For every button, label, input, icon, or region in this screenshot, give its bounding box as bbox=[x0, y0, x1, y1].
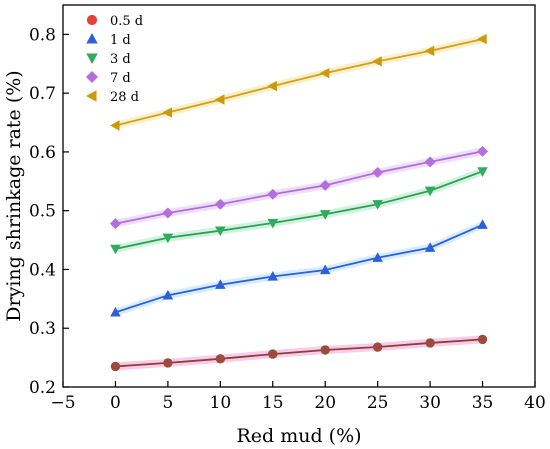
legend-marker-1 bbox=[86, 33, 98, 44]
x-axis-title: Red mud (%) bbox=[236, 425, 361, 447]
y-axis-ticks: 0.2 0.3 0.4 0.5 0.6 0.7 0.8 bbox=[29, 25, 69, 398]
y-tick-label-5: 0.7 bbox=[29, 84, 56, 104]
y-tick-label-6: 0.8 bbox=[29, 25, 56, 45]
legend-label-4: 28 d bbox=[110, 90, 139, 105]
point-series-2-2 bbox=[215, 226, 226, 237]
point-series-2-1 bbox=[162, 233, 174, 244]
y-tick-label-2: 0.4 bbox=[29, 260, 56, 280]
x-tick-label-3: 10 bbox=[210, 393, 232, 413]
legend-label-0: 0.5 d bbox=[110, 14, 143, 29]
point-series-2-4 bbox=[319, 210, 331, 220]
x-tick-label-8: 35 bbox=[472, 393, 494, 413]
point-series-0-1 bbox=[163, 358, 173, 368]
point-series-2-0 bbox=[110, 244, 121, 255]
point-series-2-3 bbox=[267, 218, 279, 229]
point-series-0-0 bbox=[110, 361, 121, 372]
point-series-1-5 bbox=[372, 252, 383, 262]
legend-label-3: 7 d bbox=[110, 71, 131, 86]
legend-marker-3 bbox=[86, 71, 98, 83]
confidence-bands bbox=[115, 35, 483, 371]
y-tick-label-1: 0.3 bbox=[29, 319, 56, 339]
point-series-1-4 bbox=[319, 264, 331, 275]
point-series-4-0 bbox=[109, 120, 120, 131]
point-series-4-6 bbox=[424, 45, 435, 57]
point-series-4-3 bbox=[267, 80, 277, 92]
point-series-3-4 bbox=[319, 179, 331, 191]
x-tick-label-5: 20 bbox=[314, 393, 336, 413]
legend-label-2: 3 d bbox=[110, 52, 131, 67]
point-series-3-3 bbox=[267, 188, 279, 200]
point-series-1-2 bbox=[215, 279, 226, 289]
plot-frame bbox=[62, 4, 536, 388]
band-series-2 bbox=[115, 167, 483, 253]
point-series-3-5 bbox=[372, 166, 384, 178]
x-tick-label-1: 0 bbox=[110, 393, 121, 413]
point-series-3-7 bbox=[477, 145, 489, 157]
x-tick-label-0: −5 bbox=[50, 393, 75, 413]
point-series-1-0 bbox=[110, 306, 121, 317]
point-series-1-6 bbox=[424, 242, 436, 252]
y-tick-label-0: 0.2 bbox=[29, 378, 56, 398]
band-series-3 bbox=[115, 147, 483, 228]
legend: 0.5 d 1 d 3 d 7 d 28 d bbox=[86, 14, 143, 105]
x-axis-ticks: −5 0 5 10 15 20 25 30 35 40 bbox=[50, 381, 546, 413]
point-series-4-4 bbox=[319, 67, 330, 79]
y-tick-label-3: 0.5 bbox=[29, 202, 56, 222]
line-series-2 bbox=[115, 170, 483, 250]
point-series-0-5 bbox=[372, 342, 383, 352]
line-series-0 bbox=[115, 338, 483, 368]
legend-marker-4 bbox=[86, 90, 97, 102]
point-series-2-5 bbox=[372, 200, 383, 210]
line-series-4 bbox=[115, 38, 483, 127]
point-series-1-1 bbox=[162, 289, 174, 300]
point-series-3-0 bbox=[109, 218, 121, 230]
point-series-3-1 bbox=[162, 207, 174, 219]
y-axis-title: Drying shrinkage rate (%) bbox=[3, 70, 25, 321]
point-series-4-7 bbox=[477, 33, 487, 45]
point-series-1-3 bbox=[267, 271, 279, 281]
x-tick-label-9: 40 bbox=[524, 393, 546, 413]
point-series-4-5 bbox=[372, 56, 382, 67]
legend-marker-0 bbox=[86, 14, 98, 26]
series-lines bbox=[115, 38, 483, 368]
point-series-3-6 bbox=[424, 156, 436, 168]
legend-marker-2 bbox=[86, 53, 98, 64]
point-series-0-3 bbox=[268, 349, 278, 359]
point-series-2-6 bbox=[424, 186, 436, 197]
x-tick-label-6: 25 bbox=[367, 393, 389, 413]
x-tick-label-4: 15 bbox=[262, 393, 284, 413]
point-series-1-7 bbox=[477, 219, 488, 229]
point-series-4-1 bbox=[162, 107, 173, 118]
x-tick-label-2: 5 bbox=[162, 393, 173, 413]
point-series-0-6 bbox=[425, 338, 435, 348]
data-points bbox=[109, 33, 489, 372]
point-series-3-2 bbox=[214, 198, 226, 210]
point-series-2-7 bbox=[477, 167, 488, 177]
y-tick-label-4: 0.6 bbox=[29, 143, 56, 163]
point-series-0-4 bbox=[320, 345, 330, 355]
point-series-4-2 bbox=[214, 94, 225, 105]
legend-label-1: 1 d bbox=[110, 33, 131, 48]
line-series-3 bbox=[115, 150, 483, 225]
point-series-0-2 bbox=[215, 354, 226, 364]
x-tick-label-7: 30 bbox=[419, 393, 441, 413]
line-series-1 bbox=[115, 223, 483, 314]
point-series-0-7 bbox=[477, 334, 488, 345]
